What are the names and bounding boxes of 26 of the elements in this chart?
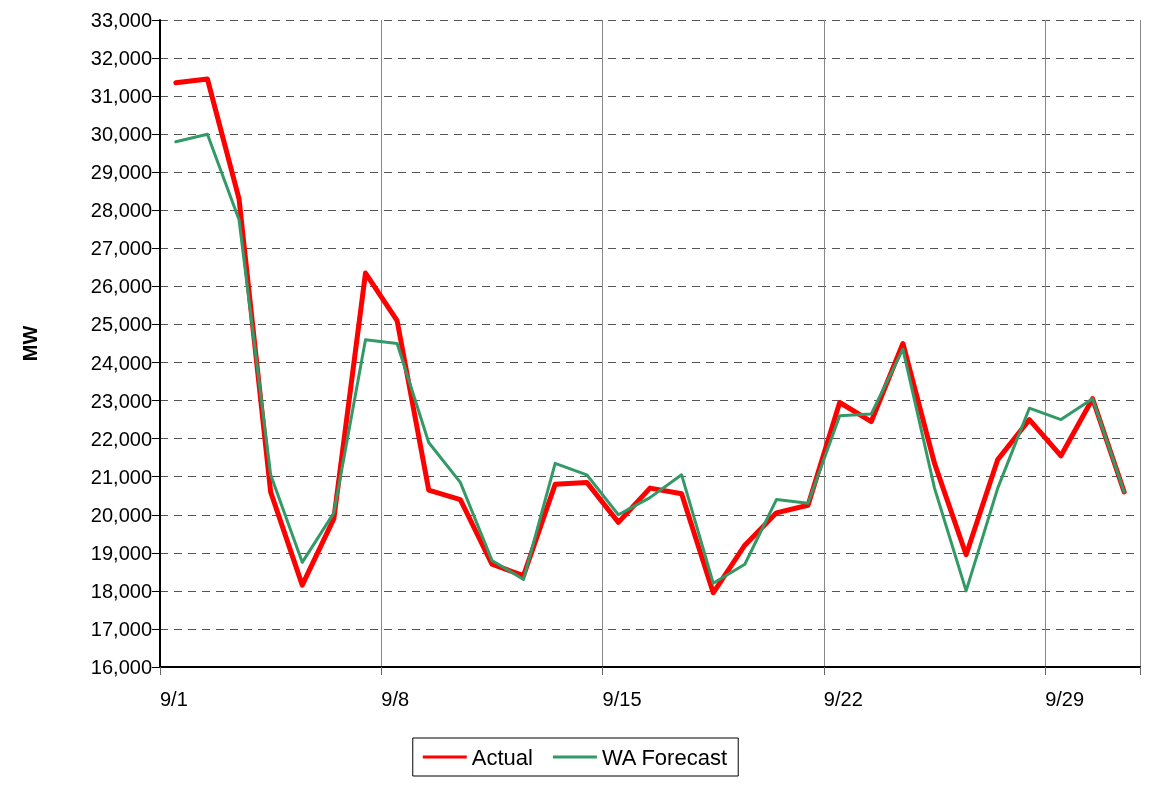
y-tick-label: 28,000 [90,199,152,222]
y-tick-label: 21,000 [90,465,152,488]
y-tick-label: 20,000 [90,503,152,526]
legend-label: WA Forecast [601,744,728,770]
y-tick-label: 31,000 [90,85,152,108]
y-tick-label: 25,000 [90,313,152,336]
y-axis-title: MW [19,325,41,362]
x-tick-label: 9/1 [160,688,188,710]
y-tick-label: 26,000 [90,275,152,298]
y-tick-label: 19,000 [90,541,152,564]
y-tick-label: 23,000 [90,389,152,412]
y-tick-label: 27,000 [90,237,152,260]
y-tick-label: 32,000 [90,47,152,70]
x-tick-label: 9/29 [1045,688,1085,710]
x-tick-label: 9/15 [602,688,642,710]
y-tick-label: 24,000 [90,351,152,374]
y-tick-label: 17,000 [90,617,152,640]
y-tick-label: 33,000 [90,9,152,31]
y-tick-label: 18,000 [90,579,152,602]
x-tick-label: 9/8 [381,688,410,710]
y-tick-label: 30,000 [90,123,152,146]
legend-label: Actual [471,744,533,770]
x-tick-label: 9/22 [823,688,863,710]
y-tick-label: 22,000 [90,427,152,450]
y-tick-label: 16,000 [90,656,152,678]
y-tick-label: 29,000 [90,161,152,184]
